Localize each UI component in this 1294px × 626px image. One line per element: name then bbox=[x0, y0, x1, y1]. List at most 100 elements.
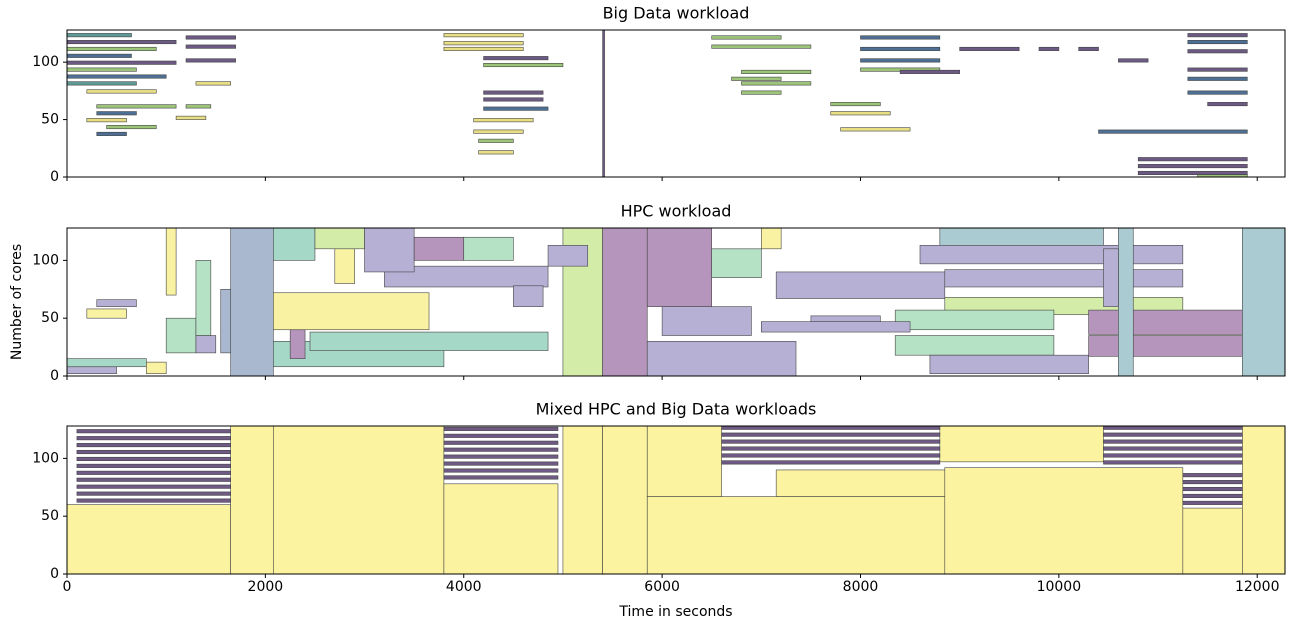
y-tick-label: 100 bbox=[32, 252, 59, 268]
job bbox=[230, 228, 274, 376]
job bbox=[860, 35, 941, 40]
job bbox=[1103, 460, 1243, 465]
job bbox=[1182, 500, 1243, 505]
job bbox=[1182, 473, 1243, 478]
job bbox=[711, 35, 782, 40]
job bbox=[195, 260, 212, 336]
job bbox=[309, 331, 549, 351]
job bbox=[1103, 446, 1243, 451]
job bbox=[646, 426, 722, 497]
job bbox=[443, 475, 559, 480]
job bbox=[67, 60, 177, 65]
job bbox=[96, 111, 137, 116]
job bbox=[67, 366, 117, 374]
job bbox=[76, 463, 231, 468]
job bbox=[443, 483, 559, 574]
y-tick-label: 100 bbox=[32, 450, 59, 466]
job bbox=[413, 236, 465, 261]
job bbox=[478, 138, 514, 143]
x-tick-label: 8000 bbox=[843, 579, 879, 595]
job bbox=[959, 46, 1020, 51]
job bbox=[443, 461, 559, 466]
job bbox=[894, 335, 1055, 356]
y-tick-label: 0 bbox=[50, 566, 59, 582]
job bbox=[146, 361, 167, 374]
job bbox=[67, 67, 137, 72]
job bbox=[443, 447, 559, 452]
job bbox=[76, 491, 231, 496]
job bbox=[443, 41, 524, 46]
job bbox=[483, 63, 564, 68]
job bbox=[443, 46, 524, 51]
job bbox=[443, 33, 524, 38]
job bbox=[1242, 228, 1285, 376]
job bbox=[185, 44, 236, 49]
y-tick-label: 50 bbox=[41, 508, 59, 524]
job bbox=[1182, 480, 1243, 485]
job bbox=[195, 335, 217, 354]
job bbox=[195, 81, 231, 86]
job bbox=[443, 440, 559, 445]
job bbox=[96, 104, 177, 109]
job bbox=[1038, 46, 1060, 51]
job bbox=[483, 97, 544, 102]
job bbox=[721, 439, 941, 444]
job bbox=[443, 426, 559, 431]
job bbox=[1103, 453, 1243, 458]
job bbox=[721, 426, 941, 430]
job bbox=[76, 470, 231, 475]
job bbox=[840, 127, 911, 132]
job bbox=[602, 426, 648, 574]
job bbox=[273, 228, 316, 261]
job bbox=[96, 299, 137, 307]
y-tick-label: 0 bbox=[50, 368, 59, 384]
job bbox=[646, 341, 797, 376]
job bbox=[894, 309, 1055, 331]
job bbox=[944, 269, 1184, 288]
job bbox=[76, 477, 231, 482]
job bbox=[711, 248, 762, 279]
job bbox=[775, 271, 946, 299]
job bbox=[334, 248, 355, 284]
job bbox=[67, 74, 167, 79]
job bbox=[185, 58, 236, 63]
job bbox=[1197, 174, 1248, 177]
x-tick-label: 12000 bbox=[1235, 579, 1280, 595]
job bbox=[721, 432, 941, 437]
job bbox=[384, 265, 549, 288]
job bbox=[76, 449, 231, 455]
chart-title: Mixed HPC and Big Data workloads bbox=[536, 400, 817, 419]
job bbox=[830, 111, 891, 116]
job bbox=[1137, 164, 1248, 169]
job bbox=[86, 89, 157, 94]
job bbox=[1187, 76, 1248, 81]
job bbox=[185, 104, 212, 109]
job bbox=[185, 35, 236, 40]
chart-title: Big Data workload bbox=[603, 4, 750, 23]
job bbox=[76, 484, 231, 489]
job bbox=[513, 285, 544, 307]
job bbox=[775, 469, 946, 497]
chart-title: HPC workload bbox=[621, 202, 732, 221]
job bbox=[1187, 90, 1248, 95]
job bbox=[602, 228, 648, 376]
job bbox=[810, 315, 881, 322]
job bbox=[661, 306, 752, 336]
job bbox=[1182, 507, 1243, 574]
job bbox=[646, 496, 946, 574]
job bbox=[1207, 102, 1248, 107]
job bbox=[1242, 426, 1285, 574]
job bbox=[939, 228, 1104, 247]
y-tick-label: 100 bbox=[32, 54, 59, 70]
job bbox=[67, 33, 132, 38]
job bbox=[76, 429, 231, 434]
job bbox=[67, 358, 147, 368]
job bbox=[731, 76, 782, 81]
job bbox=[721, 446, 941, 451]
plot-area bbox=[67, 228, 1285, 376]
job bbox=[76, 456, 231, 461]
job bbox=[289, 329, 306, 359]
job bbox=[929, 354, 1089, 374]
job bbox=[1182, 486, 1243, 492]
job bbox=[478, 150, 514, 155]
